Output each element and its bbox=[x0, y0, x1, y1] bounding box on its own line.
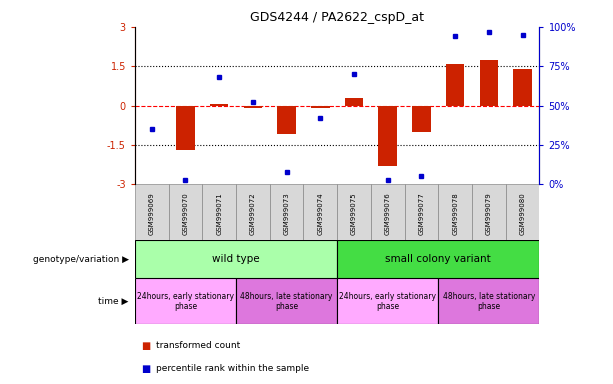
Text: GSM999077: GSM999077 bbox=[419, 192, 424, 235]
Bar bbox=[438, 278, 539, 324]
Text: GSM999070: GSM999070 bbox=[183, 192, 188, 235]
Bar bbox=[472, 184, 506, 240]
Bar bbox=[236, 184, 270, 240]
Text: small colony variant: small colony variant bbox=[386, 254, 491, 264]
Text: GSM999075: GSM999075 bbox=[351, 192, 357, 235]
Text: 48hours, late stationary
phase: 48hours, late stationary phase bbox=[443, 292, 535, 311]
Bar bbox=[479, 60, 498, 106]
Text: GSM999073: GSM999073 bbox=[284, 192, 289, 235]
Bar bbox=[311, 106, 330, 108]
Text: time ▶: time ▶ bbox=[98, 297, 129, 306]
Bar bbox=[202, 184, 236, 240]
Bar bbox=[506, 184, 539, 240]
Bar bbox=[438, 184, 472, 240]
Bar bbox=[303, 184, 337, 240]
Text: GSM999076: GSM999076 bbox=[385, 192, 390, 235]
Text: ■: ■ bbox=[141, 341, 150, 351]
Bar bbox=[135, 278, 236, 324]
Bar bbox=[371, 184, 405, 240]
Text: 24hours, early stationary
phase: 24hours, early stationary phase bbox=[339, 292, 436, 311]
Bar bbox=[337, 278, 438, 324]
Bar bbox=[446, 64, 465, 106]
Text: GSM999079: GSM999079 bbox=[486, 192, 492, 235]
Bar bbox=[236, 278, 337, 324]
Bar bbox=[337, 240, 539, 278]
Bar bbox=[277, 106, 296, 134]
Bar bbox=[135, 184, 169, 240]
Bar bbox=[513, 69, 532, 106]
Text: GSM999072: GSM999072 bbox=[250, 192, 256, 235]
Text: GSM999074: GSM999074 bbox=[318, 192, 323, 235]
Text: GSM999080: GSM999080 bbox=[520, 192, 525, 235]
Bar bbox=[210, 104, 229, 106]
Text: GSM999069: GSM999069 bbox=[149, 192, 154, 235]
Text: 48hours, late stationary
phase: 48hours, late stationary phase bbox=[240, 292, 333, 311]
Text: GSM999078: GSM999078 bbox=[452, 192, 458, 235]
Bar bbox=[270, 184, 303, 240]
Bar bbox=[169, 184, 202, 240]
Text: transformed count: transformed count bbox=[156, 341, 240, 350]
Text: ■: ■ bbox=[141, 364, 150, 374]
Bar bbox=[176, 106, 195, 150]
Bar bbox=[337, 184, 371, 240]
Bar bbox=[412, 106, 431, 132]
Text: percentile rank within the sample: percentile rank within the sample bbox=[156, 364, 310, 373]
Text: 24hours, early stationary
phase: 24hours, early stationary phase bbox=[137, 292, 234, 311]
Text: genotype/variation ▶: genotype/variation ▶ bbox=[32, 255, 129, 264]
Bar bbox=[345, 98, 364, 106]
Bar bbox=[135, 240, 337, 278]
Bar bbox=[243, 106, 262, 108]
Bar bbox=[405, 184, 438, 240]
Title: GDS4244 / PA2622_cspD_at: GDS4244 / PA2622_cspD_at bbox=[250, 11, 424, 24]
Text: GSM999071: GSM999071 bbox=[216, 192, 222, 235]
Bar bbox=[378, 106, 397, 166]
Text: wild type: wild type bbox=[212, 254, 260, 264]
